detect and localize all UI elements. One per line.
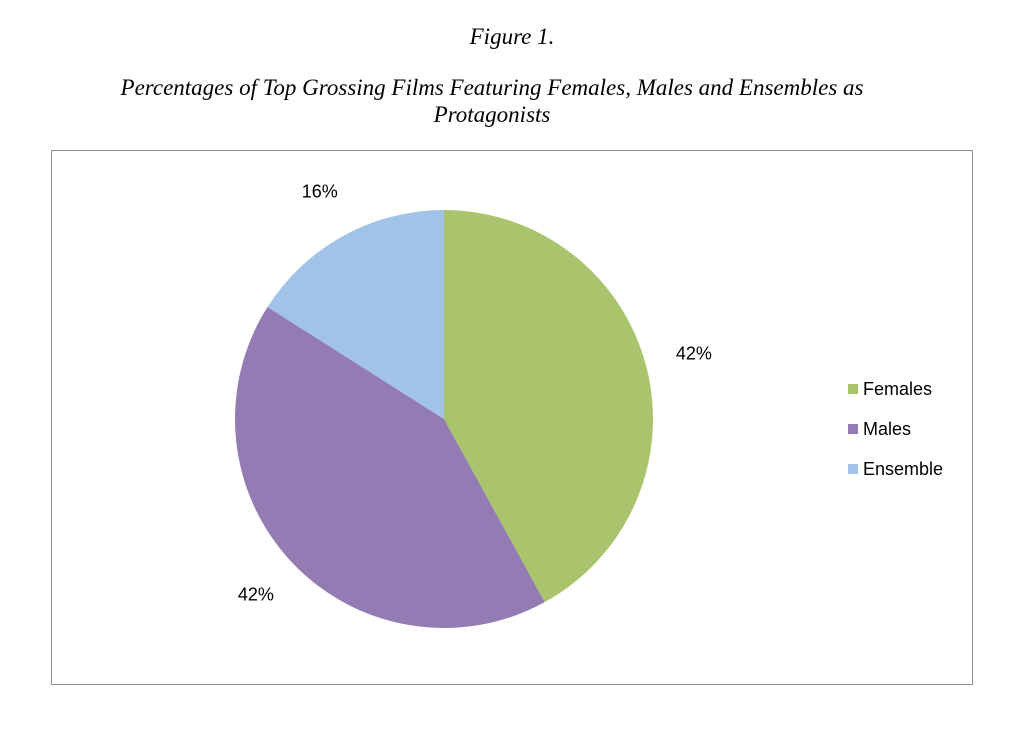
legend-swatch-males: [848, 424, 858, 434]
pie-chart: 42% 42% 16%: [235, 182, 712, 628]
legend-item-ensemble: Ensemble: [848, 449, 943, 489]
legend-item-females: Females: [848, 369, 943, 409]
pie-slice-males: [235, 307, 545, 628]
legend-item-males: Males: [848, 409, 943, 449]
data-label-ensemble: 16%: [302, 182, 338, 202]
chart-area: 42% 42% 16% Females Males Ensemble: [51, 150, 973, 685]
legend-label-ensemble: Ensemble: [863, 458, 944, 479]
legend-swatch-females: [848, 384, 858, 394]
data-label-females: 42%: [676, 344, 712, 364]
legend-label-females: Females: [863, 378, 933, 399]
pie-slice-ensemble: [267, 210, 444, 419]
legend-label-males: Males: [863, 418, 912, 439]
pie-slice-females: [444, 210, 653, 603]
figure-label: Figure 1.: [469, 24, 555, 49]
legend: Females Males Ensemble: [848, 369, 943, 489]
data-label-males: 42%: [238, 584, 274, 604]
figure-title: Percentages of Top Grossing Films Featur…: [120, 75, 864, 127]
legend-swatch-ensemble: [848, 464, 858, 474]
